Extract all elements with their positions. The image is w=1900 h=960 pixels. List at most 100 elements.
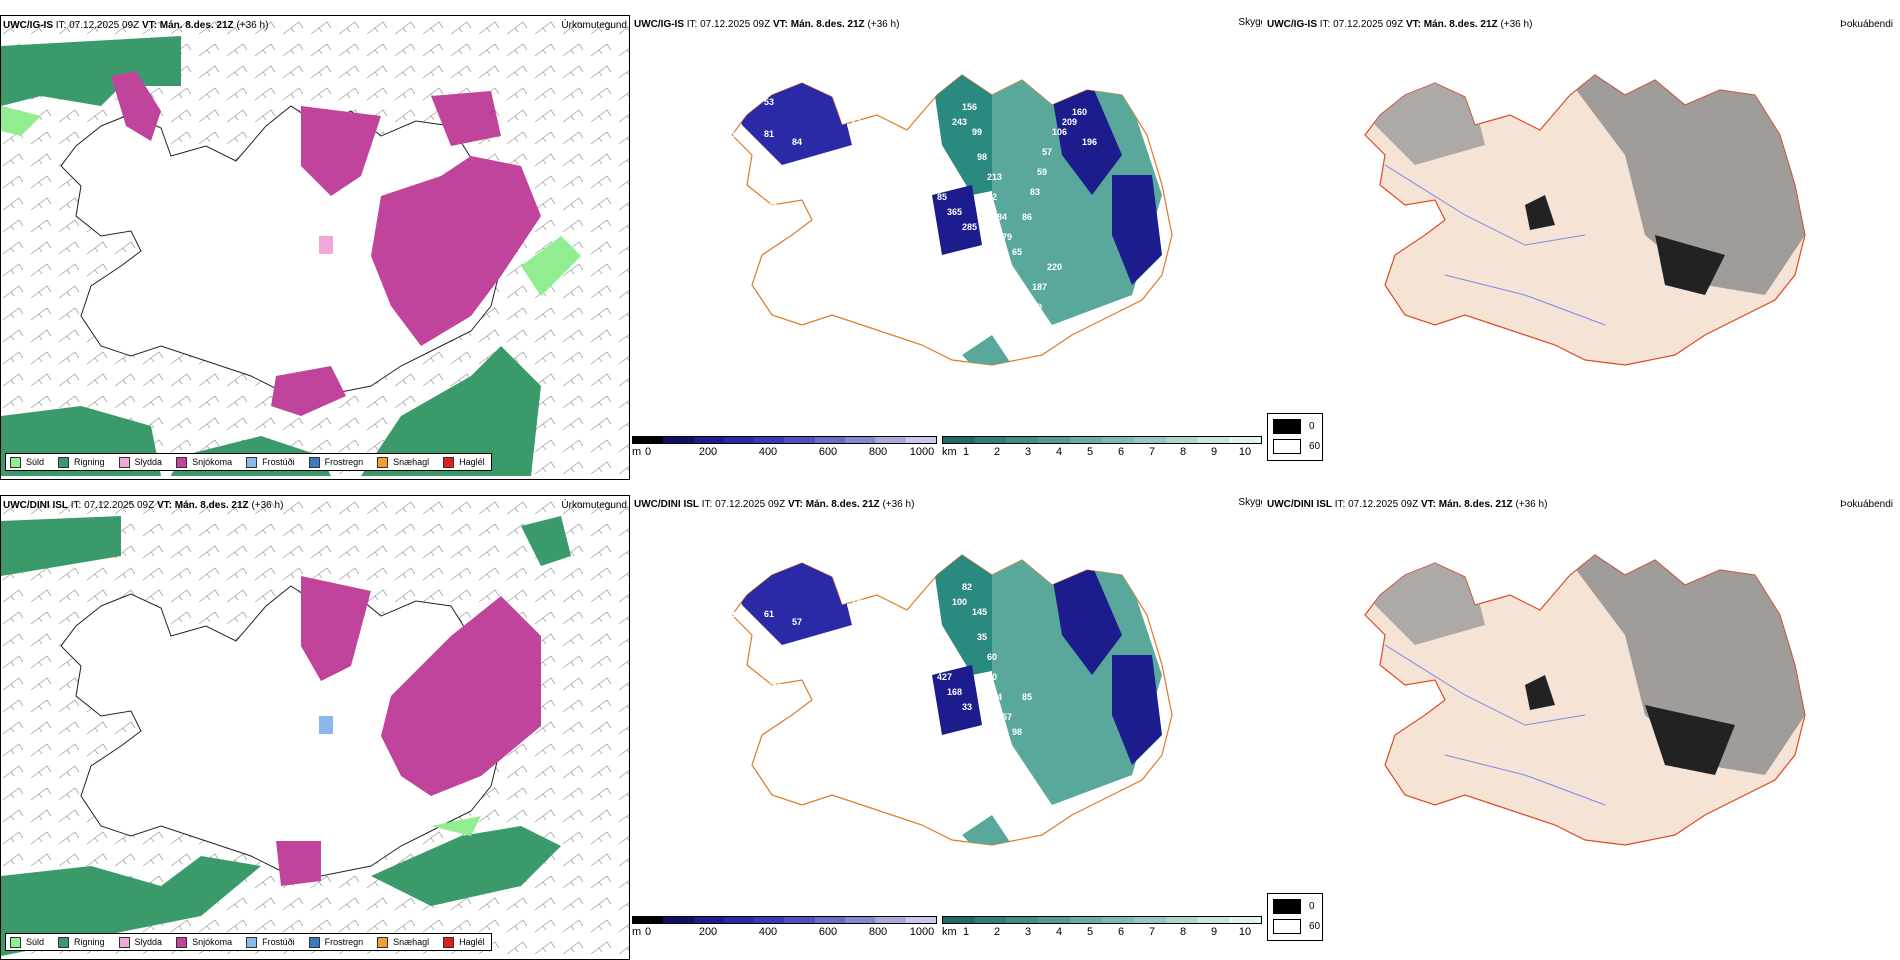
- vis-value-label: 75: [777, 179, 787, 189]
- vis-value-label: 220: [1047, 262, 1062, 272]
- cloud-map-bottom: [1364, 554, 1806, 846]
- panel-title-cloud: Þokuábendi: [1840, 19, 1893, 30]
- swatch-snaehagl: [377, 456, 389, 468]
- swatch-slydda: [118, 456, 130, 468]
- vis-value-label: 66: [910, 135, 920, 145]
- swatch-rigning: [58, 456, 70, 468]
- vis-value-label: 83: [1030, 187, 1040, 197]
- swatch-suld: [10, 456, 21, 468]
- vis-km-bar: [942, 436, 1262, 444]
- model-name: UWC/IG-IS: [3, 20, 53, 31]
- legend-item-haglel: Haglél: [443, 936, 485, 948]
- vis-km-colorbar-bottom: km 1 2 3 4 5 6 7 8 9 10: [942, 916, 1262, 940]
- precip-type-panel-top: UWC/IG-IS IT: 07.12.2025 09Z VT: Mán. 8.…: [0, 15, 630, 480]
- legend-item-frostregn: Frostregn: [308, 936, 363, 948]
- init-time: IT: 07.12.2025 09Z: [55, 20, 140, 31]
- precip-legend-bottom: Súld Rigning Slydda Snjókoma Frostúði Fr…: [5, 933, 492, 951]
- vis-value-label: 106: [1052, 127, 1067, 137]
- legend-item-snjokoma: Snjókoma: [176, 456, 232, 468]
- legend-item-frostregn: Frostregn: [308, 456, 363, 468]
- panel-title-visibility: Skyggni: [1238, 17, 1262, 28]
- visibility-panel-bottom: 236 61 57 67 57 162 120 74 80 87 230 179 86 88 215 427 1…: [632, 495, 1262, 960]
- vis-value-label: 53: [902, 402, 912, 412]
- swatch-snjokoma: [176, 456, 188, 468]
- vis-value-label: 79: [752, 167, 762, 177]
- vis-value-label: 59: [730, 129, 740, 139]
- vis-value-label: 162: [772, 672, 787, 682]
- vis-value-label: 243: [952, 117, 967, 127]
- vis-value-label: 196: [737, 95, 752, 105]
- visibility-panel-top: 135 196 53 59 81 84 79 75 70 78 21 135 127 91 69 66 92 88…: [632, 15, 1262, 480]
- legend-item-snaehagl: Snæhagl: [377, 456, 429, 468]
- valid-time: Mán. 8.des. 21Z: [159, 20, 234, 31]
- swatch-frostregn: [308, 456, 320, 468]
- legend-item-rigning: Rigning: [58, 936, 105, 948]
- vis-value-label: 35: [977, 632, 987, 642]
- vis-value-label: 54: [992, 692, 1002, 702]
- vis-value-label: 57: [1042, 147, 1052, 157]
- vis-value-label: 84: [792, 137, 802, 147]
- vis-value-label: 86: [910, 615, 920, 625]
- precip-type-map-top: [1, 16, 629, 479]
- precip-type-map-bottom: [1, 496, 629, 959]
- panel-title-precip-bottom: Úrkomutegund: [561, 500, 627, 511]
- vis-value-label: 91: [887, 132, 897, 142]
- vis-value-label: 33: [962, 702, 972, 712]
- header-precip-bottom: UWC/DINI ISL IT: 07.12.2025 09Z VT: Mán.…: [3, 500, 284, 511]
- panel-title-cloud-bottom: Þokuábendi: [1840, 499, 1893, 510]
- header-vis-bottom: UWC/DINI ISL IT: 07.12.2025 09Z VT: Mán.…: [634, 499, 915, 510]
- vis-m-colorbar-bottom: m 0 200 400 600 800 1000: [632, 916, 937, 940]
- vis-km-colorbar-top: km 1 2 3 4 5 6 7 8 9 10: [942, 436, 1262, 460]
- vis-value-label: 57: [792, 617, 802, 627]
- vis-value-label: 100: [952, 597, 967, 607]
- vis-value-label: 179: [897, 627, 912, 637]
- vis-value-label: 135: [867, 117, 882, 127]
- vis-value-label: 82: [962, 582, 972, 592]
- legend-item-suld: Súld: [10, 456, 44, 468]
- vis-value-label: 60: [987, 652, 997, 662]
- vis-value-label: 160: [1072, 107, 1087, 117]
- swatch-frostudi: [246, 456, 258, 468]
- cloud-panel-bottom: UWC/DINI ISL IT: 07.12.2025 09Z VT: Mán.…: [1265, 495, 1895, 960]
- vis-value-label: 87: [877, 585, 887, 595]
- vis-value-label: 54: [982, 717, 992, 727]
- precip-legend-top: Súld Rigning Slydda Snjókoma Frostúði Fr…: [5, 453, 492, 471]
- vis-value-label: 85: [1022, 692, 1032, 702]
- legend-item-frostudi: Frostúði: [246, 936, 295, 948]
- vis-value-label: 145: [972, 607, 987, 617]
- vis-value-label: 120: [767, 682, 782, 692]
- vis-value-label: 100: [1027, 302, 1042, 312]
- vis-m-unit: m: [632, 446, 642, 458]
- vis-value-label: 86: [1022, 212, 1032, 222]
- lead-time: (+36 h): [236, 20, 269, 31]
- vis-value-label: 187: [1032, 282, 1047, 292]
- vis-value-label: 117: [982, 237, 997, 247]
- legend-item-suld: Súld: [10, 936, 44, 948]
- header-cloud-top: UWC/IG-IS IT: 07.12.2025 09Z VT: Mán. 8.…: [1267, 19, 1533, 30]
- vis-m-colorbar-top: m 0 200 400 600 800 1000: [632, 436, 937, 460]
- vis-value-label: 57: [777, 659, 787, 669]
- vis-value-label: 209: [1062, 117, 1077, 127]
- vis-value-label: 168: [947, 687, 962, 697]
- header-vis-top: UWC/IG-IS IT: 07.12.2025 09Z VT: Mán. 8.…: [634, 19, 900, 30]
- header-cloud-bottom: UWC/DINI ISL IT: 07.12.2025 09Z VT: Mán.…: [1267, 499, 1548, 510]
- vis-value-label: 99: [972, 127, 982, 137]
- legend-item-slydda: Slydda: [118, 936, 162, 948]
- vis-value-label: 156: [962, 102, 977, 112]
- vis-km-unit: km: [942, 446, 957, 458]
- vis-value-label: 50: [887, 387, 897, 397]
- legend-item-snjokoma: Snjókoma: [176, 936, 232, 948]
- vis-value-label: 21: [852, 115, 862, 125]
- vis-value-label: 78: [767, 202, 777, 212]
- panel-title-precip: Úrkomutegund: [561, 20, 627, 31]
- vis-value-label: 98: [977, 152, 987, 162]
- cloud-map-top: [1364, 74, 1806, 366]
- valid-time-label: VT:: [141, 20, 157, 31]
- precip-type-panel-bottom: UWC/DINI ISL IT: 07.12.2025 09Z VT: Mán.…: [0, 495, 630, 960]
- vis-value-label: 57: [1002, 712, 1012, 722]
- vis-value-label: 79: [1002, 232, 1012, 242]
- vis-value-label: 236: [730, 609, 745, 619]
- legend-item-slydda: Slydda: [118, 456, 162, 468]
